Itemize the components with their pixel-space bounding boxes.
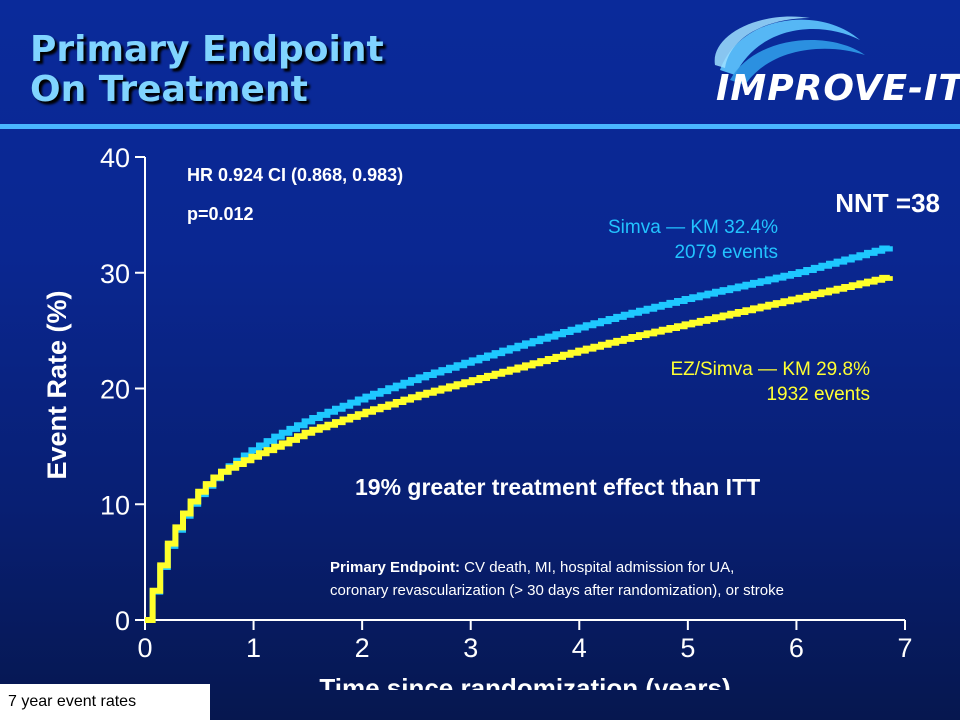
ez-simva-line [145,274,893,623]
p-value-text: p=0.012 [187,204,254,224]
improve-it-logo [714,16,865,85]
definition-line-1: CV death, MI, hospital admission for UA, [460,559,735,576]
y-tick-label: 10 [100,490,130,520]
x-tick-label: 7 [897,633,912,663]
endpoint-definition: Primary Endpoint: CV death, MI, hospital… [330,556,784,602]
axes: 0 10 20 30 40 0 1 2 3 4 5 6 7 [100,143,913,663]
simva-km-text: Simva — KM 32.4% [608,217,778,238]
x-tick-label: 2 [355,633,370,663]
footer-note: 7 year event rates [0,684,210,720]
hazard-ratio-text: HR 0.924 CI (0.868, 0.983) [187,165,404,185]
y-axis-title: Event Rate (%) [42,290,72,479]
x-tick-label: 6 [789,633,804,663]
title-line-1: Primary Endpoint [30,29,384,70]
x-tick-label: 0 [137,633,152,663]
y-tick-label: 30 [100,259,130,289]
ezsimva-events-text: 1932 events [766,384,870,405]
y-tick-label: 40 [100,143,130,173]
simva-events-text: 2079 events [674,242,778,263]
logo-text: IMPROVE-IT [716,68,960,109]
series-group [145,245,893,623]
x-axis-title: Time since randomization (years) [319,673,730,690]
ezsimva-km-text: EZ/Simva — KM 29.8% [670,359,870,380]
x-tick-label: 4 [572,633,587,663]
simva-line [145,245,893,623]
treatment-effect-text: 19% greater treatment effect than ITT [355,474,761,500]
x-tick-label: 3 [463,633,478,663]
y-tick-label: 20 [100,375,130,405]
ezsimva-series-label: EZ/Simva — KM 29.8% 1932 events [670,357,870,407]
nnt-text: NNT =38 [835,188,940,218]
x-tick-label: 1 [246,633,261,663]
title-line-2: On Treatment [30,69,308,110]
definition-line-2: coronary revascularization (> 30 days af… [330,582,784,599]
definition-label: Primary Endpoint: [330,559,461,576]
simva-series-label: Simva — KM 32.4% 2079 events [608,215,778,265]
title-divider [0,124,960,129]
kaplan-meier-chart: 0 10 20 30 40 0 1 2 3 4 5 6 7 Event Rate (%) Time si… [42,143,913,690]
y-tick-label: 0 [115,606,130,636]
x-tick-label: 5 [680,633,695,663]
slide-title: Primary Endpoint On Treatment [30,30,384,110]
